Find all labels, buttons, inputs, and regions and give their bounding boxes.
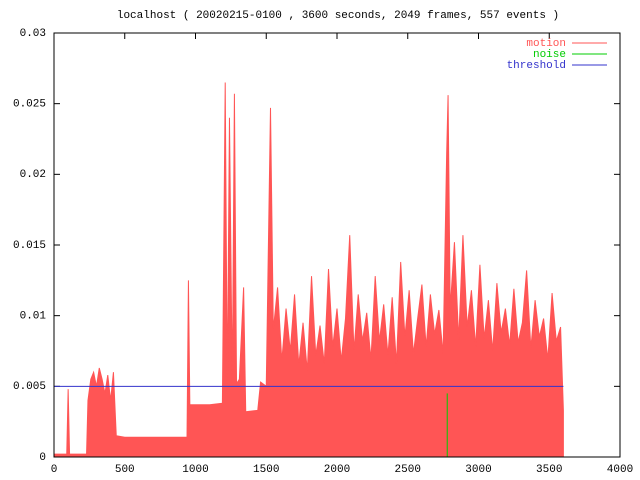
x-tick-label: 2000 bbox=[324, 464, 350, 476]
x-tick-label: 1000 bbox=[182, 464, 208, 476]
y-tick-label: 0.02 bbox=[20, 169, 46, 181]
x-tick-label: 3500 bbox=[536, 464, 562, 476]
x-tick-label: 1500 bbox=[253, 464, 279, 476]
y-tick-label: 0.025 bbox=[13, 99, 46, 111]
legend-label: noise bbox=[533, 49, 566, 61]
y-tick-label: 0.03 bbox=[20, 28, 46, 40]
x-tick-label: 0 bbox=[51, 464, 58, 476]
y-tick-label: 0 bbox=[39, 452, 46, 464]
y-tick-label: 0.015 bbox=[13, 240, 46, 252]
chart-title: localhost ( 20020215-0100 , 3600 seconds… bbox=[117, 10, 559, 22]
legend-label: threshold bbox=[507, 60, 566, 72]
motion-area bbox=[53, 82, 564, 458]
x-tick-label: 4000 bbox=[607, 464, 633, 476]
plot-frame bbox=[53, 32, 621, 458]
x-tick-label: 3000 bbox=[465, 464, 491, 476]
x-tick-label: 500 bbox=[115, 464, 135, 476]
legend-label: motion bbox=[526, 38, 566, 50]
y-tick-label: 0.01 bbox=[20, 311, 47, 323]
x-tick-label: 2500 bbox=[395, 464, 421, 476]
y-tick-label: 0.005 bbox=[13, 381, 46, 393]
